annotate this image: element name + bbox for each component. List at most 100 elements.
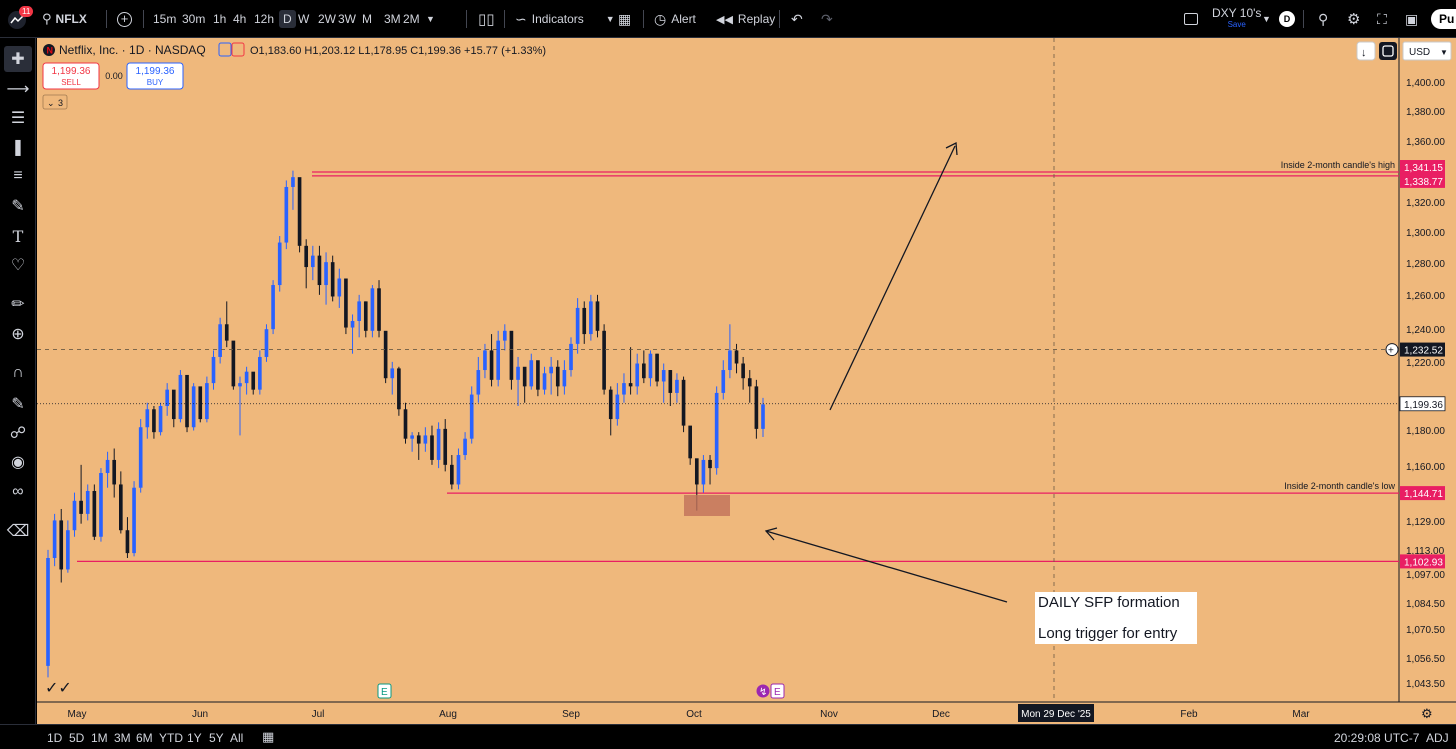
tf-2w[interactable]: 2W	[318, 12, 336, 26]
chart-area[interactable]: Inside 2-month candle's high Inside 2-mon…	[37, 38, 1456, 724]
tf-w[interactable]: W	[298, 12, 310, 26]
notification-badge[interactable]: 11	[19, 6, 34, 17]
projection-arrow[interactable]	[829, 145, 956, 411]
tf-12h[interactable]: 12h	[254, 12, 275, 26]
templates-button[interactable]: ▦	[618, 0, 631, 38]
timeframe-dropdown[interactable]: ▼	[426, 0, 435, 38]
scroll-down-button[interactable]	[1356, 41, 1376, 61]
zoom-tool[interactable]: ⊕	[4, 321, 32, 347]
hide-tool[interactable]: ◉	[4, 449, 32, 475]
quick-search-button[interactable]: ⚲	[1318, 0, 1328, 38]
indicators-button[interactable]: ∽ Indicators ▼	[515, 0, 615, 38]
annotation-line-2: Long trigger for entry	[1038, 625, 1178, 642]
magnet-tool[interactable]: ∩	[4, 360, 32, 386]
range-5y[interactable]: 5Y	[209, 731, 224, 745]
tradingview-logo[interactable]: 11	[4, 0, 34, 38]
legend-title[interactable]: Netflix, Inc. · 1D · NASDAQ	[59, 43, 206, 57]
timeframe-9[interactable]: 3W	[338, 0, 356, 38]
layout-toggle[interactable]	[1184, 0, 1198, 38]
stay-drawing-tool[interactable]: ✎	[4, 391, 32, 417]
earnings-marker[interactable]	[377, 683, 392, 699]
currency-select[interactable]	[1402, 41, 1452, 61]
range-5d[interactable]: 5D	[69, 731, 85, 745]
tf-3m[interactable]: 3M	[384, 12, 401, 26]
indicator-collapse-button[interactable]	[42, 94, 68, 110]
crosshair-tool[interactable]: ✚	[4, 46, 32, 72]
tf-2m[interactable]: 2M	[403, 12, 420, 26]
range-1y[interactable]: 1Y	[187, 731, 202, 745]
publish-button[interactable]: Pu	[1431, 0, 1456, 38]
timeframe-4[interactable]: 4h	[233, 0, 246, 38]
eye-legend-icon[interactable]	[218, 42, 232, 57]
calendar-icon[interactable]: ▦	[262, 729, 275, 744]
layout-badge[interactable]: D	[1279, 0, 1295, 38]
annotation-box[interactable]	[1035, 592, 1197, 644]
sfp-zone-rectangle[interactable]	[684, 495, 730, 516]
text-tool[interactable]: T	[4, 223, 32, 249]
tf-3w[interactable]: 3W	[338, 12, 356, 26]
earnings-marker-upcoming[interactable]	[770, 683, 785, 699]
replay-button[interactable]: ◀◀ Replay	[716, 0, 775, 38]
tf-30m[interactable]: 30m	[182, 12, 206, 26]
fullscreen-button[interactable]: ⛶	[1377, 0, 1387, 38]
timeframe-6[interactable]: D	[279, 0, 296, 38]
price-axis[interactable]	[1399, 38, 1456, 702]
trash-tool[interactable]: ⌫	[4, 518, 32, 544]
trendline-tool[interactable]: ⟶	[4, 76, 32, 102]
chart-type-button[interactable]: ▯▯	[478, 0, 495, 38]
timeframe-11[interactable]: 3M	[384, 0, 401, 38]
price-chart[interactable]: Inside 2-month candle's high Inside 2-mon…	[37, 38, 1456, 724]
wave-legend-icon[interactable]	[231, 42, 245, 57]
sfp-pointer-arrow[interactable]	[765, 530, 1008, 603]
projection-tool[interactable]: ≡	[4, 163, 32, 189]
screenshot-button[interactable]: ▣	[1405, 0, 1418, 38]
undo-button[interactable]: ↶	[791, 0, 803, 38]
sell-button[interactable]	[42, 62, 100, 90]
compare-button[interactable]: +	[117, 0, 132, 38]
timeframe-3[interactable]: 1h	[213, 0, 226, 38]
dividend-marker[interactable]	[756, 684, 770, 698]
adjust-toggle[interactable]: ADJ	[1426, 731, 1449, 745]
gear-icon[interactable]: ⚙	[1421, 706, 1433, 721]
range-1m[interactable]: 1M	[91, 731, 108, 745]
layout-dropdown[interactable]: ▼	[1262, 0, 1271, 38]
object-tree-button[interactable]	[1379, 42, 1397, 60]
pattern-tool[interactable]: ❚	[4, 134, 32, 160]
fib-tool[interactable]: ☰	[4, 105, 32, 131]
buy-button[interactable]	[126, 62, 184, 90]
ruler-tool[interactable]: ✏	[4, 291, 32, 317]
range-1d[interactable]: 1D	[47, 731, 63, 745]
range-3m[interactable]: 3M	[114, 731, 131, 745]
layout-name-button[interactable]: DXY 10's Save	[1212, 0, 1261, 38]
timeframe-7[interactable]: W	[298, 0, 309, 38]
icon-tool[interactable]: ♡	[4, 252, 32, 278]
brush-tool[interactable]: ✎	[4, 193, 32, 219]
timeframe-8[interactable]: 2W	[318, 0, 336, 38]
tf-4h[interactable]: 4h	[233, 12, 247, 26]
redo-button[interactable]: ↷	[821, 0, 833, 38]
timeframe-12[interactable]: 2M	[403, 0, 420, 38]
tf-1h[interactable]: 1h	[213, 12, 227, 26]
candle-body	[542, 373, 547, 390]
tf-m[interactable]: M	[362, 12, 372, 26]
timeframe-2[interactable]: 30m	[182, 0, 205, 38]
link-tool[interactable]: ∞	[4, 479, 32, 505]
tf-15m[interactable]: 15m	[153, 12, 177, 26]
lock-tool[interactable]: ☍	[4, 420, 32, 446]
layout-badge-text: D	[1279, 11, 1295, 27]
symbol-search[interactable]: ⚲ NFLX	[42, 0, 87, 38]
clock-time[interactable]: 20:29:08 UTC-7	[1334, 731, 1420, 745]
annotation-line-1: DAILY SFP formation	[1038, 594, 1180, 611]
candle-body	[728, 350, 732, 371]
range-ytd[interactable]: YTD	[159, 731, 183, 745]
timeframe-10[interactable]: M	[362, 0, 372, 38]
range-6m[interactable]: 6M	[136, 731, 153, 745]
crosshair-plus-icon[interactable]	[1385, 343, 1399, 357]
timeframe-1[interactable]: 15m	[153, 0, 176, 38]
alert-button[interactable]: ◷ Alert	[654, 0, 696, 38]
timeframe-5[interactable]: 12h	[254, 0, 274, 38]
settings-button[interactable]: ⚙	[1347, 0, 1360, 38]
time-axis[interactable]	[37, 702, 1456, 724]
range-all[interactable]: All	[230, 731, 244, 745]
tf-d[interactable]: D	[279, 10, 296, 28]
